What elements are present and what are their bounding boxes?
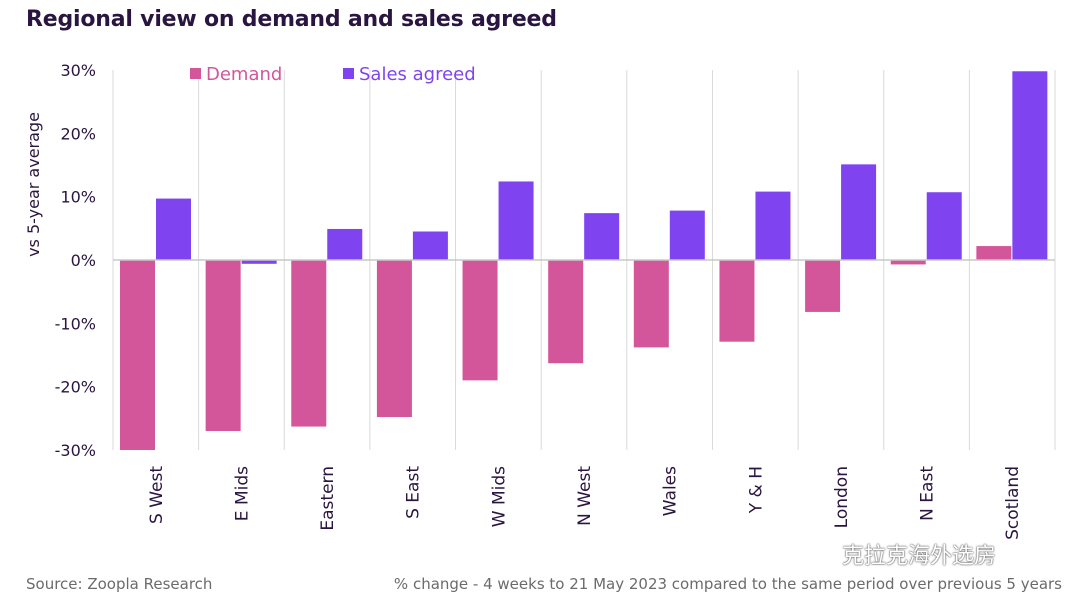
y-axis-label: vs 5-year average	[24, 112, 43, 257]
y-tick-label: -10%	[55, 314, 96, 333]
legend-swatch	[343, 68, 354, 79]
sales-agreed-bar	[755, 191, 791, 260]
sales-agreed-bar	[669, 210, 705, 260]
chart-title: Regional view on demand and sales agreed	[26, 7, 557, 32]
demand-bar	[462, 260, 498, 381]
demand-bar	[205, 260, 241, 431]
legend-swatch	[190, 68, 201, 79]
category-label: W Mids	[489, 466, 509, 527]
legend-label: Demand	[206, 64, 282, 85]
demand-bar	[633, 260, 669, 348]
y-tick-label: 0%	[71, 251, 96, 270]
category-label: Eastern	[318, 466, 338, 531]
category-label: Wales	[661, 466, 681, 516]
category-label: N East	[918, 466, 938, 521]
demand-bar	[805, 260, 841, 312]
sales-agreed-bar	[412, 231, 448, 260]
sales-agreed-bar	[926, 192, 962, 260]
y-tick-label: 30%	[60, 61, 96, 80]
category-label: Scotland	[1003, 466, 1023, 540]
sales-agreed-bar	[498, 181, 534, 260]
y-tick-label: 10%	[60, 188, 96, 207]
wechat-icon	[816, 542, 837, 559]
demand-bar	[890, 260, 926, 265]
category-label: S East	[404, 466, 424, 519]
sales-agreed-bar	[327, 228, 363, 260]
sales-agreed-bar	[241, 260, 277, 264]
category-label: E Mids	[232, 466, 252, 521]
demand-bar	[291, 260, 327, 427]
sales-agreed-bar	[841, 164, 877, 260]
category-label: S West	[147, 466, 167, 524]
demand-bar	[976, 246, 1012, 260]
demand-bar	[120, 260, 155, 450]
y-tick-label: -20%	[55, 378, 96, 397]
demand-bar	[719, 260, 755, 342]
category-label: Y & H	[746, 466, 766, 514]
sales-agreed-bar	[584, 213, 620, 260]
y-tick-label: -30%	[55, 441, 96, 460]
sales-agreed-bar	[156, 198, 191, 260]
sales-agreed-bar	[1012, 71, 1048, 261]
legend-label: Sales agreed	[359, 64, 476, 85]
watermark-text: 克拉克海外选房	[842, 544, 997, 569]
source-note: Source: Zoopla Research	[26, 575, 213, 593]
period-note: % change - 4 weeks to 21 May 2023 compar…	[393, 575, 1062, 593]
demand-bar	[548, 260, 584, 364]
demand-bar	[376, 260, 412, 418]
y-tick-label: 20%	[60, 124, 96, 143]
category-label: London	[832, 466, 852, 528]
category-label: N West	[575, 466, 595, 526]
